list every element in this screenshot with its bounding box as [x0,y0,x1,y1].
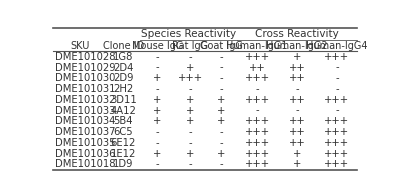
Text: -: - [188,159,192,169]
Text: -: - [295,106,299,116]
Text: +: + [186,106,194,116]
Text: -: - [220,138,223,148]
Text: -: - [156,138,159,148]
Text: DME101032: DME101032 [55,95,115,105]
Text: DME101036: DME101036 [55,149,115,158]
Text: +: + [217,149,226,158]
Text: -: - [335,73,339,83]
Text: +: + [153,116,162,126]
Text: ++: ++ [289,138,305,148]
Text: -: - [335,84,339,94]
Text: 2H2: 2H2 [113,84,134,94]
Text: +: + [153,73,162,83]
Text: DME101029: DME101029 [55,62,115,73]
Text: +++: +++ [178,73,203,83]
Text: ++: ++ [249,62,266,73]
Text: +: + [217,95,226,105]
Text: 2D4: 2D4 [113,62,134,73]
Text: +++: +++ [324,116,350,126]
Text: ++: ++ [289,116,305,126]
Text: ++: ++ [289,62,305,73]
Text: -: - [220,73,223,83]
Text: -: - [295,84,299,94]
Text: 1E12: 1E12 [111,149,136,158]
Text: Goat IgG: Goat IgG [200,41,243,50]
Text: DME101031: DME101031 [55,84,115,94]
Text: -: - [156,84,159,94]
Text: 6E12: 6E12 [111,138,136,148]
Text: DME101033: DME101033 [55,106,115,116]
Text: +: + [186,95,194,105]
Text: ++: ++ [289,127,305,137]
Text: ++: ++ [289,95,305,105]
Text: +++: +++ [244,116,270,126]
Text: +: + [293,159,301,169]
Text: +: + [293,149,301,158]
Text: Species Reactivity: Species Reactivity [141,29,236,39]
Text: DME101030: DME101030 [55,73,115,83]
Text: -: - [156,127,159,137]
Text: +++: +++ [324,159,350,169]
Text: -: - [220,84,223,94]
Text: +: + [186,116,194,126]
Text: +++: +++ [324,52,350,62]
Text: +: + [217,116,226,126]
Text: +: + [217,106,226,116]
Text: Mouse IgG: Mouse IgG [132,41,183,50]
Text: -: - [220,159,223,169]
Text: -: - [335,106,339,116]
Text: +: + [153,106,162,116]
Text: Human-IgG4: Human-IgG4 [306,41,368,50]
Text: SKU: SKU [70,41,90,50]
Text: +++: +++ [244,52,270,62]
Text: +: + [153,149,162,158]
Text: Cross Reactivity: Cross Reactivity [255,29,339,39]
Text: -: - [220,52,223,62]
Text: +: + [186,62,194,73]
Text: ++: ++ [289,73,305,83]
Text: DME101037: DME101037 [55,127,115,137]
Text: +: + [186,149,194,158]
Text: -: - [220,62,223,73]
Text: -: - [220,127,223,137]
Text: +++: +++ [244,95,270,105]
Text: Human-IgG1: Human-IgG1 [226,41,288,50]
Text: -: - [255,106,259,116]
Text: +++: +++ [244,127,270,137]
Text: -: - [156,62,159,73]
Text: -: - [156,159,159,169]
Text: DME101035: DME101035 [55,138,115,148]
Text: +: + [293,52,301,62]
Text: +++: +++ [324,149,350,158]
Text: -: - [156,52,159,62]
Text: -: - [188,84,192,94]
Text: 2D9: 2D9 [113,73,134,83]
Text: Clone ID: Clone ID [103,41,144,50]
Text: -: - [188,52,192,62]
Text: 5B4: 5B4 [114,116,133,126]
Text: 4A12: 4A12 [110,106,136,116]
Text: -: - [255,84,259,94]
Text: DME101028: DME101028 [55,52,115,62]
Text: -: - [188,138,192,148]
Text: +: + [153,95,162,105]
Text: Human-IgG2: Human-IgG2 [266,41,328,50]
Text: -: - [188,127,192,137]
Text: +++: +++ [244,138,270,148]
Text: 3D11: 3D11 [110,95,137,105]
Text: 1G8: 1G8 [113,52,134,62]
Text: +++: +++ [324,138,350,148]
Text: -: - [335,62,339,73]
Text: +++: +++ [244,73,270,83]
Text: 6C5: 6C5 [114,127,133,137]
Text: DME101034: DME101034 [55,116,115,126]
Text: +++: +++ [324,127,350,137]
Text: DME101018: DME101018 [55,159,115,169]
Text: 1D9: 1D9 [113,159,134,169]
Text: +++: +++ [244,149,270,158]
Text: +++: +++ [324,95,350,105]
Text: Rat IgG: Rat IgG [172,41,208,50]
Text: +++: +++ [244,159,270,169]
